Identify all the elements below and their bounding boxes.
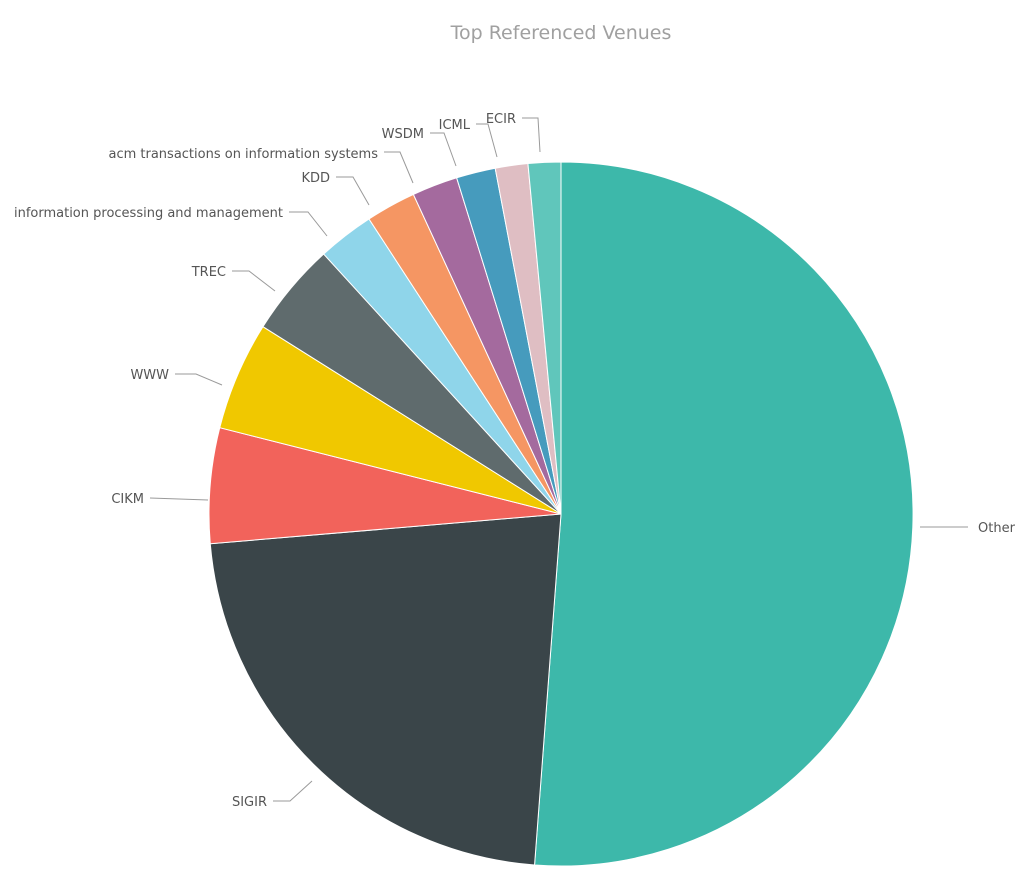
slice-label: WSDM <box>382 127 424 142</box>
leader-line <box>149 497 209 501</box>
slice-label: KDD <box>301 171 330 186</box>
slice-label: Other <box>978 521 1016 536</box>
leader-line <box>522 117 541 153</box>
leader-line <box>232 270 276 292</box>
slice-label: information processing and management <box>14 206 283 221</box>
leader-line <box>175 373 223 386</box>
pie-slice-other[interactable] <box>534 161 914 867</box>
leader-lines <box>149 117 968 802</box>
slice-label: acm transactions on information systems <box>108 147 378 162</box>
leader-line <box>430 132 457 167</box>
slice-label: CIKM <box>111 492 144 507</box>
slice-label: ECIR <box>486 112 516 127</box>
leader-line <box>384 151 414 184</box>
slice-label: ICML <box>439 118 471 133</box>
slice-label: TREC <box>191 265 226 280</box>
slice-label: SIGIR <box>232 795 267 810</box>
pie-slice-sigir[interactable] <box>209 513 562 866</box>
chart-title: Top Referenced Venues <box>450 22 672 44</box>
pie-slice-ecir[interactable] <box>527 161 562 515</box>
pie-slices <box>208 161 914 867</box>
leader-line <box>273 780 313 802</box>
leader-line <box>336 176 370 206</box>
slice-label: WWW <box>130 368 169 383</box>
leader-line <box>476 123 498 158</box>
slice-labels: Other SIGIR CIKM WWW TREC information process… <box>14 112 1016 810</box>
leader-line <box>289 211 328 237</box>
